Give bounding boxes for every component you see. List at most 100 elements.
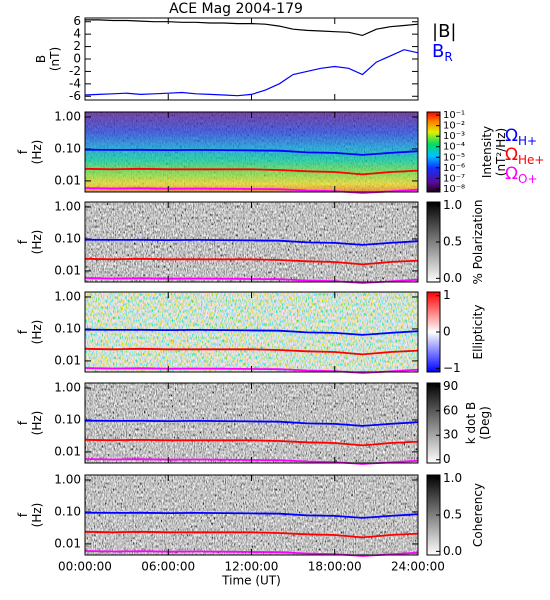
colorbar-tick-label: 10⁻⁷ xyxy=(443,173,465,184)
y-axis-label: f(Hz) xyxy=(16,320,44,345)
colorbar-label-line: (Deg) xyxy=(478,406,492,440)
colorbar-tick-label: 0.5 xyxy=(443,235,462,249)
y-axis-label-line: f xyxy=(16,329,30,334)
y-tick-label: 2 xyxy=(73,39,81,53)
y-tick-label: 1.00 xyxy=(54,380,81,394)
colorbar-tick-label: 1 xyxy=(443,288,451,302)
legend-subscript: O+ xyxy=(518,172,538,186)
colorbar-label: Intensity(nT²/Hz) xyxy=(480,126,508,178)
data-line xyxy=(84,438,419,447)
colorbar-tick-label: 10⁻⁵ xyxy=(443,152,465,163)
legend-subscript: H+ xyxy=(518,134,537,148)
legend-subscript: R xyxy=(444,50,452,64)
colorbar-label: % Polarization xyxy=(471,200,485,285)
colorbar-tick-label: 10⁻⁶ xyxy=(443,163,465,174)
legend-name: B xyxy=(432,41,444,62)
data-line xyxy=(84,530,419,539)
colorbar xyxy=(426,111,441,193)
colorbar-tick-label: −1 xyxy=(443,361,461,375)
colorbar-tick-label: 0.0 xyxy=(443,544,462,558)
legend-subscript: He+ xyxy=(518,153,544,167)
y-tick-label: 6 xyxy=(73,14,81,28)
y-tick-label: -4 xyxy=(69,76,81,90)
y-tick-label: 0.10 xyxy=(54,412,81,426)
colorbar-tick-label: 1.0 xyxy=(443,471,462,485)
colorbar-label: Ellipticity xyxy=(471,305,485,360)
plot-frame xyxy=(84,201,419,283)
chart-title: ACE Mag 2004-179 xyxy=(169,1,303,17)
colorbar-label-line: Ellipticity xyxy=(471,305,485,360)
colorbar-label-line: (nT²/Hz) xyxy=(494,128,508,176)
spectrogram xyxy=(85,383,418,463)
legend-entry: ΩO+ xyxy=(505,164,538,186)
colorbar-label: Coherency xyxy=(471,483,485,547)
data-line xyxy=(84,238,419,246)
colorbar-tick-label: 10⁻² xyxy=(443,121,465,132)
x-tick-label: 12:00:00 xyxy=(225,560,279,574)
colorbar-tick-label: 10⁻⁸ xyxy=(443,184,465,195)
colorbar-label-line: Coherency xyxy=(471,483,485,547)
spectrogram-texture xyxy=(85,112,418,192)
colorbar-tick-label: 60 xyxy=(443,403,458,417)
y-tick-label: 0.01 xyxy=(54,353,81,367)
y-tick-label: 1.00 xyxy=(54,472,81,486)
data-line xyxy=(84,328,419,336)
data-line xyxy=(84,419,419,427)
y-axis-label: f(Hz) xyxy=(16,140,44,165)
colorbar-tick-label: 90 xyxy=(443,379,458,393)
y-tick-label: 1.00 xyxy=(54,199,81,213)
y-tick-label: 0 xyxy=(73,52,81,66)
y-tick-label: 0.10 xyxy=(54,141,81,155)
y-tick-label: 0.10 xyxy=(54,231,81,245)
y-axis-label: f(Hz) xyxy=(16,503,44,528)
data-line xyxy=(84,49,419,97)
y-tick-label: 1.00 xyxy=(54,109,81,123)
y-tick-label: 0.01 xyxy=(54,444,81,458)
y-tick-label: 4 xyxy=(73,27,81,41)
plot-frame xyxy=(84,382,419,464)
colorbar-tick-label: 1.0 xyxy=(443,198,462,212)
y-axis-label-line: (Hz) xyxy=(30,320,44,345)
legend-entry: ΩHe+ xyxy=(505,145,544,167)
colorbar-tick-label: 10⁻⁴ xyxy=(443,142,465,153)
colorbar-tick-label: 30 xyxy=(443,428,458,442)
colorbar-tick-label: 0.5 xyxy=(443,508,462,522)
x-tick-label: 06:00:00 xyxy=(141,560,195,574)
y-tick-label: 0.10 xyxy=(54,321,81,335)
spectrogram xyxy=(85,202,418,282)
colorbar-tick-label: 0 xyxy=(443,452,451,466)
colorbar-tick-label: 10⁻¹ xyxy=(443,110,465,121)
colorbar-label-line: % Polarization xyxy=(471,200,485,285)
x-tick-label: 24:00:00 xyxy=(391,560,445,574)
y-axis-label: B(nT) xyxy=(34,47,62,71)
y-axis-label-line: (nT) xyxy=(48,47,62,71)
colorbar-tick-label: 10⁻³ xyxy=(443,131,465,142)
colorbar-tick-label: 0 xyxy=(443,325,451,339)
y-tick-label: 0.01 xyxy=(54,263,81,277)
colorbar xyxy=(426,382,441,464)
y-tick-label: 1.00 xyxy=(54,289,81,303)
data-line xyxy=(84,148,419,156)
plot-frame xyxy=(84,291,419,373)
plot-frame xyxy=(84,474,419,556)
data-line xyxy=(84,167,419,176)
colorbar-label-line: k dot B xyxy=(464,402,478,444)
x-axis-label: Time (UT) xyxy=(221,574,281,588)
y-tick-label: -6 xyxy=(69,89,81,103)
y-axis-label-line: f xyxy=(16,512,30,517)
x-tick-label: 18:00:00 xyxy=(308,560,362,574)
y-axis-label-line: B xyxy=(34,55,48,63)
x-tick-label: 00:00:00 xyxy=(58,560,112,574)
legend-entry: BR xyxy=(432,41,453,64)
data-line xyxy=(84,511,419,519)
colorbar-label-line: Intensity xyxy=(480,126,494,178)
legend-name: Ω xyxy=(505,164,518,184)
data-line xyxy=(84,347,419,356)
y-axis-label-line: f xyxy=(16,239,30,244)
data-line xyxy=(84,257,419,266)
y-axis-label-line: (Hz) xyxy=(30,230,44,255)
plot-frame xyxy=(84,17,419,101)
y-axis-label-line: f xyxy=(16,420,30,425)
y-tick-label: 0.01 xyxy=(54,536,81,550)
